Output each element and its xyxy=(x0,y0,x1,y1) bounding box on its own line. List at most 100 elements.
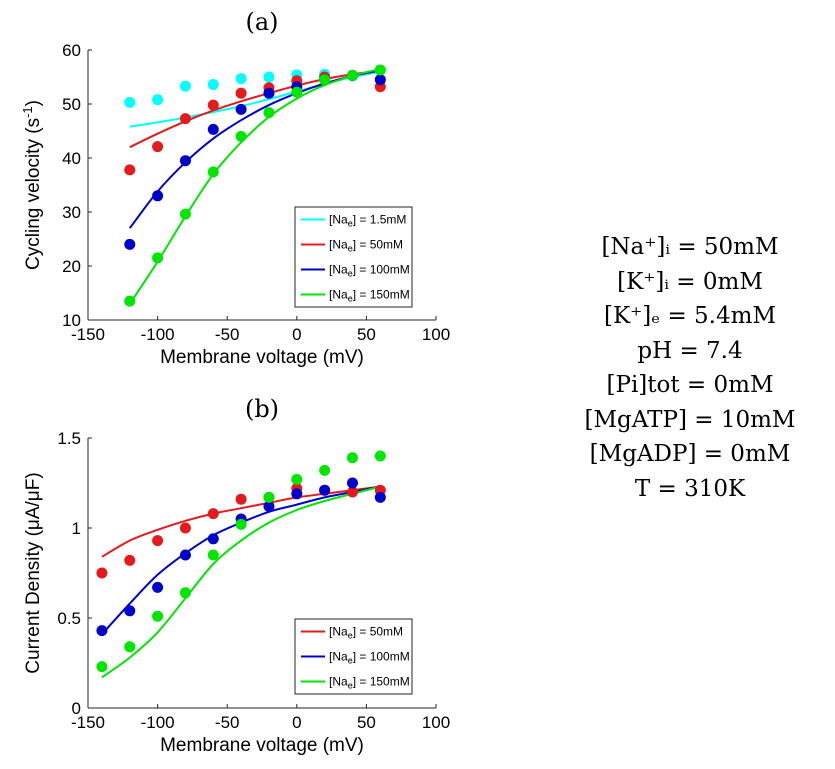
data-point-150mM xyxy=(152,252,164,264)
condition-pi-total: [Pi]tot = 0mM xyxy=(606,372,774,398)
data-point-50mM xyxy=(207,99,219,111)
data-point-100mM xyxy=(263,87,275,99)
condition-k-external: [K⁺]ₑ = 5.4mM xyxy=(603,303,776,329)
data-point-150mM xyxy=(374,450,386,462)
plot-a: (a) -150 -100 -50 0 50 100 10 20 30 40 50 60 Membrane… xyxy=(20,8,450,368)
data-point-50mM xyxy=(179,113,191,125)
x-tick-label: -150 xyxy=(71,713,105,732)
y-tick-label: 60 xyxy=(62,41,81,60)
data-point-150mM xyxy=(207,166,219,178)
data-point-150mM xyxy=(96,661,108,673)
data-point-100mM xyxy=(179,549,191,561)
data-point-50mM xyxy=(124,554,136,566)
x-tick-label: 50 xyxy=(357,713,376,732)
data-point-100mM xyxy=(263,500,275,512)
legend-label-150mM: [Nae] = 150mM xyxy=(329,675,410,691)
data-point-100mM xyxy=(96,625,108,637)
condition-temperature: T = 310K xyxy=(634,475,746,502)
data-point-150mM xyxy=(291,86,303,98)
data-point-1.5mM xyxy=(152,94,164,106)
data-point-150mM xyxy=(235,518,247,530)
data-point-150mM xyxy=(346,69,358,81)
data-point-1.5mM xyxy=(207,79,219,91)
data-point-100mM xyxy=(235,103,247,115)
data-point-150mM xyxy=(263,107,275,119)
y-axis-label: Current Density (μA/μF) xyxy=(23,472,44,673)
data-point-50mM xyxy=(96,567,108,579)
y-tick-label: 1.5 xyxy=(57,429,81,448)
x-tick-label: 50 xyxy=(357,325,376,344)
legend-label-150mM: [Nae] = 150mM xyxy=(329,288,410,304)
x-tick-label: -50 xyxy=(215,325,240,344)
x-tick-label: 0 xyxy=(292,325,301,344)
legend-label-50mM: [Nae] = 50mM xyxy=(329,625,403,641)
data-point-1.5mM xyxy=(235,73,247,85)
x-tick-label: -100 xyxy=(141,325,175,344)
y-axis-label: Cycling velocity (s-1) xyxy=(20,100,44,270)
panel-title: (b) xyxy=(245,395,279,423)
condition-mgadp: [MgADP] = 0mM xyxy=(589,441,791,467)
x-tick-label: 100 xyxy=(422,325,450,344)
data-point-50mM xyxy=(152,535,164,547)
data-point-100mM xyxy=(152,581,164,593)
legend-label-100mM: [Nae] = 100mM xyxy=(329,263,410,279)
data-point-100mM xyxy=(207,123,219,135)
data-point-100mM xyxy=(319,484,331,496)
data-point-150mM xyxy=(152,610,164,622)
y-tick-label: 40 xyxy=(62,149,81,168)
data-point-150mM xyxy=(179,587,191,599)
data-point-150mM xyxy=(291,473,303,485)
data-point-100mM xyxy=(179,155,191,167)
conditions-list: [Na⁺]ᵢ = 50mM [K⁺]ᵢ = 0mM [K⁺]ₑ = 5.4mM … xyxy=(545,230,835,506)
condition-k-internal: [K⁺]ᵢ = 0mM xyxy=(617,268,763,295)
legend-box xyxy=(294,206,413,308)
x-tick-label: -100 xyxy=(141,713,175,732)
fit-line-50mM xyxy=(101,485,381,558)
y-tick-label: 10 xyxy=(62,311,81,330)
y-tick-label: 50 xyxy=(62,95,81,114)
x-tick-label: -50 xyxy=(215,713,240,732)
legend-label-100mM: [Nae] = 100mM xyxy=(329,650,410,666)
panel-title: (a) xyxy=(245,8,278,36)
fit-line-50mM xyxy=(129,69,381,149)
data-point-100mM xyxy=(124,605,136,617)
y-tick-label: 30 xyxy=(62,203,81,222)
y-tick-label: 0 xyxy=(72,699,81,718)
y-tick-label: 1 xyxy=(72,519,81,538)
data-point-1.5mM xyxy=(124,96,136,108)
y-tick-label: 20 xyxy=(62,257,81,276)
data-point-100mM xyxy=(207,533,219,545)
data-point-150mM xyxy=(235,130,247,142)
data-point-50mM xyxy=(207,508,219,520)
x-axis-label: Membrane voltage (mV) xyxy=(160,347,364,368)
data-point-100mM xyxy=(346,477,358,489)
data-point-150mM xyxy=(263,491,275,503)
y-tick-label: 0.5 xyxy=(57,609,81,628)
data-point-150mM xyxy=(319,74,331,86)
data-point-50mM xyxy=(346,486,358,498)
legend-label-50mM: [Nae] = 50mM xyxy=(329,238,403,254)
data-point-100mM xyxy=(374,491,386,503)
legend-label-1.5mM: [Nae] = 1.5mM xyxy=(329,213,406,229)
data-point-150mM xyxy=(207,549,219,561)
data-point-150mM xyxy=(346,452,358,464)
data-point-100mM xyxy=(374,74,386,86)
data-point-150mM xyxy=(124,641,136,653)
data-point-50mM xyxy=(235,493,247,505)
x-tick-label: 100 xyxy=(422,713,450,732)
data-point-150mM xyxy=(319,464,331,476)
x-tick-label: 0 xyxy=(292,713,301,732)
fit-line-100mM xyxy=(128,69,381,229)
fit-line-150mM xyxy=(128,67,381,305)
data-point-100mM xyxy=(152,190,164,202)
data-point-50mM xyxy=(235,87,247,99)
data-point-1.5mM xyxy=(263,71,275,83)
data-point-1.5mM xyxy=(179,80,191,92)
fit-line-150mM xyxy=(101,485,381,679)
data-point-150mM xyxy=(124,295,136,307)
condition-mgatp: [MgATP] = 10mM xyxy=(584,406,796,433)
data-point-50mM xyxy=(179,522,191,534)
data-point-150mM xyxy=(179,208,191,220)
condition-ph: pH = 7.4 xyxy=(637,337,743,364)
data-point-150mM xyxy=(374,64,386,76)
